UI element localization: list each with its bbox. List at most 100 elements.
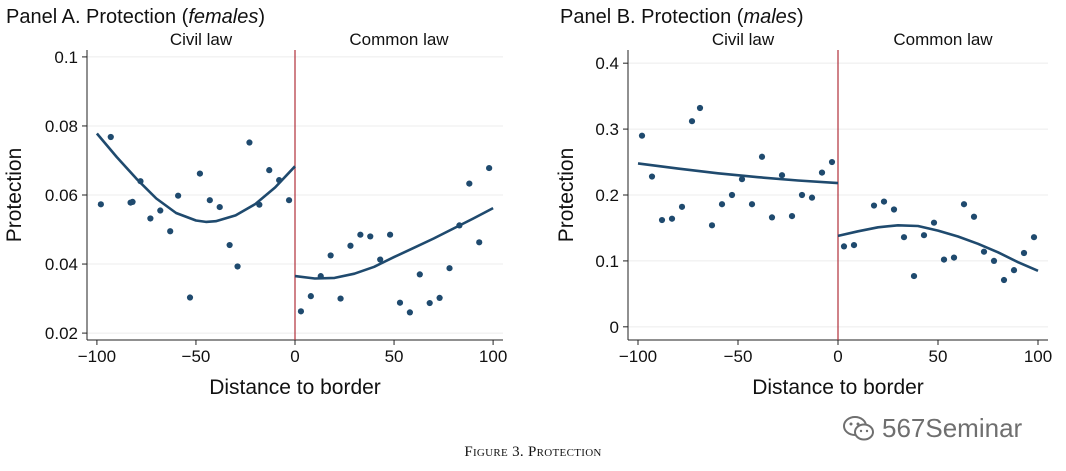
panel-b-data-point — [870, 202, 878, 209]
panel-a-data-point — [446, 265, 453, 272]
panel-b-y-axis-label: Protection — [555, 148, 578, 243]
panel-b-data-point — [728, 191, 736, 199]
panel-a-data-point — [216, 203, 223, 211]
panel-b-x-tick-label: 100 — [1024, 347, 1052, 366]
panel-b-fit-line-right — [837, 224, 1039, 272]
panel-a-data-point — [436, 294, 443, 301]
panel-b-data-point — [990, 257, 998, 265]
panel-a-y-tick-label: 0.1 — [54, 48, 78, 67]
panel-a-y-axis-label: Protection — [3, 148, 26, 243]
panel-a-region-label-common: Common law — [349, 30, 449, 49]
panel-b-data-point — [828, 158, 836, 166]
panel-b-data-point — [900, 234, 908, 241]
panel-a-data-point — [157, 207, 164, 214]
panel-a-title-em: females — [188, 6, 258, 28]
panel-b-data-point — [980, 248, 988, 255]
panel-b-data-point — [688, 118, 696, 125]
watermark-text: 567Seminar — [882, 413, 1023, 443]
panel-a-x-tick-label: −100 — [78, 347, 116, 366]
panel-a: Panel A. Protection (females) 0.02 0.04 0.… — [3, 6, 507, 399]
panel-a-data-point — [206, 197, 213, 204]
panel-a-data-point — [107, 133, 114, 141]
panel-b-title-em: males — [743, 6, 796, 28]
panel-b-data-point — [818, 169, 826, 176]
panel-a-data-point — [196, 170, 204, 177]
panel-a-data-point — [367, 233, 374, 240]
panel-a-x-tick-label: 0 — [290, 347, 299, 366]
panel-a-data-point — [416, 271, 423, 278]
panel-a-plot: 0.02 0.04 0.06 0.08 0.1 −100 −50 0 50 100 Distance… — [3, 30, 507, 399]
panel-a-data-point — [97, 201, 104, 208]
panel-a-data-point — [137, 178, 144, 185]
panel-a-x-axis-label: Distance to border — [209, 376, 381, 399]
panel-b-title-text: Panel B. Protection — [560, 6, 737, 28]
panel-a-y-tick-label: 0.08 — [45, 117, 78, 136]
panel-a-data-point — [426, 299, 433, 307]
panel-a-title-close: ) — [258, 6, 265, 28]
panel-b-x-tick-label: 50 — [929, 347, 948, 366]
panel-b-y-tick-label: 0.4 — [595, 54, 619, 73]
panel-a-data-point — [307, 293, 314, 300]
panel-b-data-point — [738, 176, 746, 183]
panel-a-y-tick-label: 0.02 — [45, 324, 78, 343]
panel-b-title-close: ) — [797, 6, 804, 28]
panel-b-data-point — [890, 206, 898, 213]
panel-b-y-tick-label: 0.3 — [595, 120, 619, 139]
panel-b-data-point — [1010, 267, 1018, 274]
panel-a-data-point — [276, 177, 283, 184]
panel-a-title-open: ( — [182, 6, 189, 28]
panel-b-data-point — [678, 203, 686, 210]
panel-a-region-label-civil: Civil law — [170, 30, 233, 49]
panel-a-data-point — [337, 295, 344, 302]
panel-b-data-point — [638, 132, 646, 139]
panel-b-data-point — [1030, 234, 1038, 241]
panel-b-y-tick-label: 0 — [610, 318, 619, 337]
panel-b-data-point — [1000, 276, 1008, 284]
panel-b-data-point — [708, 222, 716, 229]
panel-b-x-tick-label: 0 — [833, 347, 842, 366]
panel-b-data-point — [748, 201, 756, 208]
panel-a-data-point — [466, 180, 473, 187]
panel-a-title-text: Panel A. Protection — [6, 6, 182, 28]
panel-a-y-tick-label: 0.06 — [45, 186, 78, 205]
panel-b-data-point — [658, 216, 666, 224]
panel-a-fit-line-right — [294, 206, 494, 280]
watermark: 567Seminar — [842, 413, 1022, 444]
panel-b-x-tick-label: −100 — [619, 347, 657, 366]
panel-a-x-tick-label: 50 — [385, 347, 404, 366]
panel-a-data-point — [357, 231, 364, 238]
panel-a-data-point — [147, 215, 154, 222]
panel-b-data-point — [960, 201, 968, 208]
panel-a-data-point — [386, 231, 394, 238]
panel-b-data-point — [788, 212, 796, 220]
panel-a-data-point — [256, 201, 263, 208]
panel-b-data-point — [648, 173, 656, 180]
panel-a-data-point — [486, 164, 493, 172]
panel-b-plot: 0 0.1 0.2 0.3 0.4 −100 −50 0 50 100 Distance to bo… — [555, 30, 1052, 399]
panel-b-data-point — [910, 272, 918, 280]
panel-b: Panel B. Protection (males) 0 0.1 0.2 0.3 0.… — [555, 6, 1052, 399]
panel-b-data-point — [668, 215, 676, 222]
panel-b-data-point — [768, 214, 776, 221]
panel-a-title: Panel A. Protection (females) — [6, 6, 265, 28]
panel-b-title-open: ( — [737, 6, 744, 28]
panel-b-data-point — [798, 191, 806, 199]
panel-a-data-point — [406, 309, 413, 316]
panel-a-data-point — [456, 222, 463, 229]
panel-b-data-point — [778, 172, 786, 179]
panel-a-data-point — [226, 241, 233, 249]
panel-a-data-point — [476, 239, 483, 246]
panel-b-data-point — [1020, 249, 1028, 257]
panel-b-data-point — [718, 201, 726, 208]
panel-a-y-tick-label: 0.04 — [45, 255, 78, 274]
panel-b-data-point — [970, 213, 978, 220]
panel-a-data-point — [234, 263, 241, 270]
panel-a-fit-line-left — [95, 132, 296, 224]
panel-a-data-point — [186, 294, 194, 301]
panel-b-data-point — [696, 104, 704, 112]
panel-b-data-point — [758, 153, 766, 160]
panel-a-data-point — [129, 198, 136, 206]
panel-b-data-point — [950, 254, 958, 261]
panel-b-data-point — [880, 198, 888, 205]
panel-a-data-point — [167, 228, 174, 235]
